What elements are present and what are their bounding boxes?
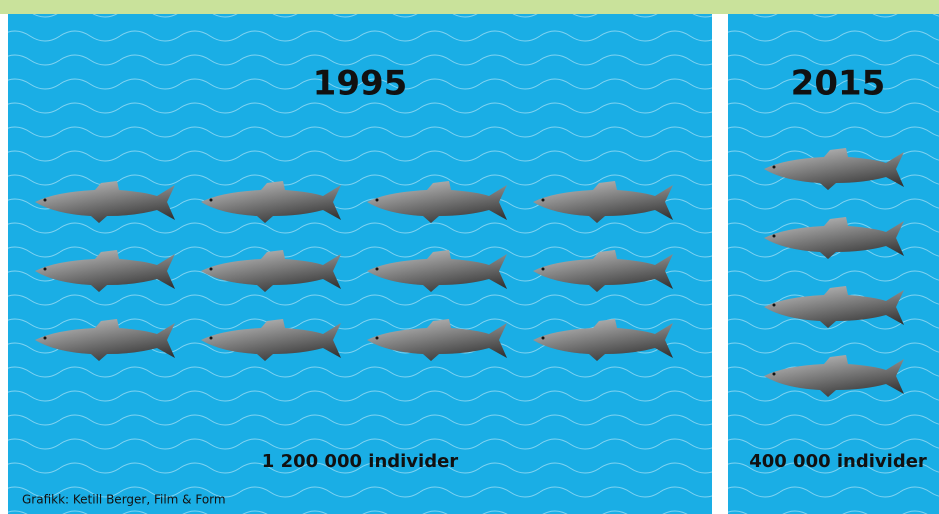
year: 2015 xyxy=(791,64,886,104)
credit: Grafikk: Ketill Berger, Film & Form xyxy=(22,493,226,507)
count-label: 400 000 individer xyxy=(749,451,927,472)
count-label: 1 200 000 individer xyxy=(262,451,459,472)
year: 1995 xyxy=(313,64,408,104)
header-band xyxy=(0,0,939,14)
infographic: 1995 2015 1 200 000 individer 400 000 in… xyxy=(0,0,939,514)
